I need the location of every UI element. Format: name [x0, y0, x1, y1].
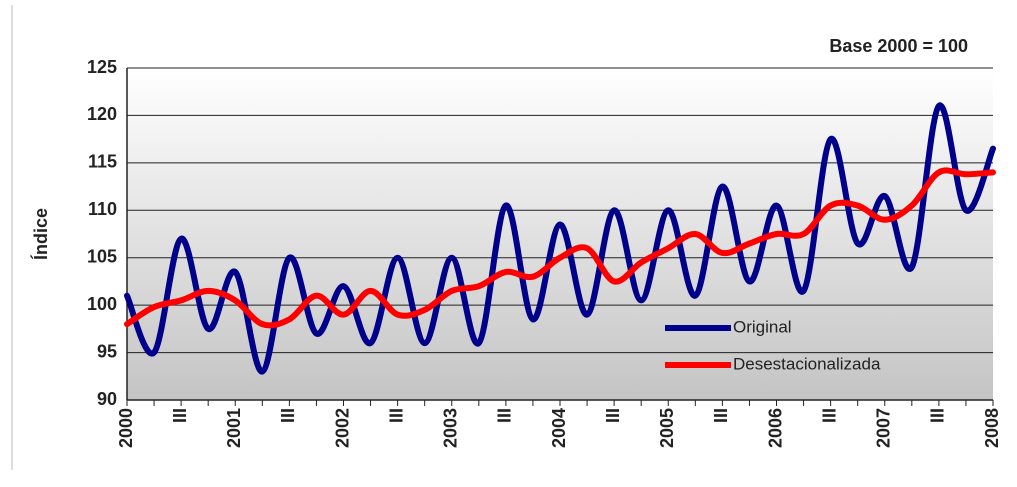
x-tick-label: 2007	[874, 408, 894, 448]
x-tick-label: 2008	[982, 408, 1002, 448]
x-tick-label: III	[386, 408, 406, 423]
x-tick-label: 2004	[549, 408, 569, 448]
x-tick-label: 2003	[441, 408, 461, 448]
legend-label: Original	[733, 317, 792, 336]
x-tick-label: III	[928, 408, 948, 423]
y-axis-label: Índice	[30, 208, 51, 260]
y-tick-label: 115	[88, 152, 117, 172]
x-tick-label: 2006	[765, 408, 785, 448]
y-tick-label: 120	[87, 104, 117, 124]
plot-area	[127, 68, 993, 400]
legend-label: Desestacionalizada	[733, 354, 881, 373]
x-tick-label: III	[495, 408, 515, 423]
y-tick-label: 100	[87, 294, 117, 314]
y-tick-label: 95	[97, 341, 117, 361]
x-tick-label: III	[170, 408, 190, 423]
y-tick-label: 90	[97, 389, 117, 409]
x-tick-label: III	[711, 408, 731, 423]
x-tick-label: III	[819, 408, 839, 423]
x-tick-label: 2002	[332, 408, 352, 448]
x-tick-label: 2001	[224, 408, 244, 448]
y-tick-label: 125	[87, 57, 117, 77]
y-tick-label: 110	[88, 199, 117, 219]
line-series	[124, 102, 996, 375]
y-tick-label: 105	[87, 246, 117, 266]
line-series	[124, 167, 996, 329]
x-tick-label: 2000	[116, 408, 136, 448]
x-tick-label: III	[278, 408, 298, 423]
x-tick-label: III	[603, 408, 623, 423]
x-tick-label: 2005	[657, 408, 677, 448]
annotation: Base 2000 = 100	[829, 36, 968, 56]
